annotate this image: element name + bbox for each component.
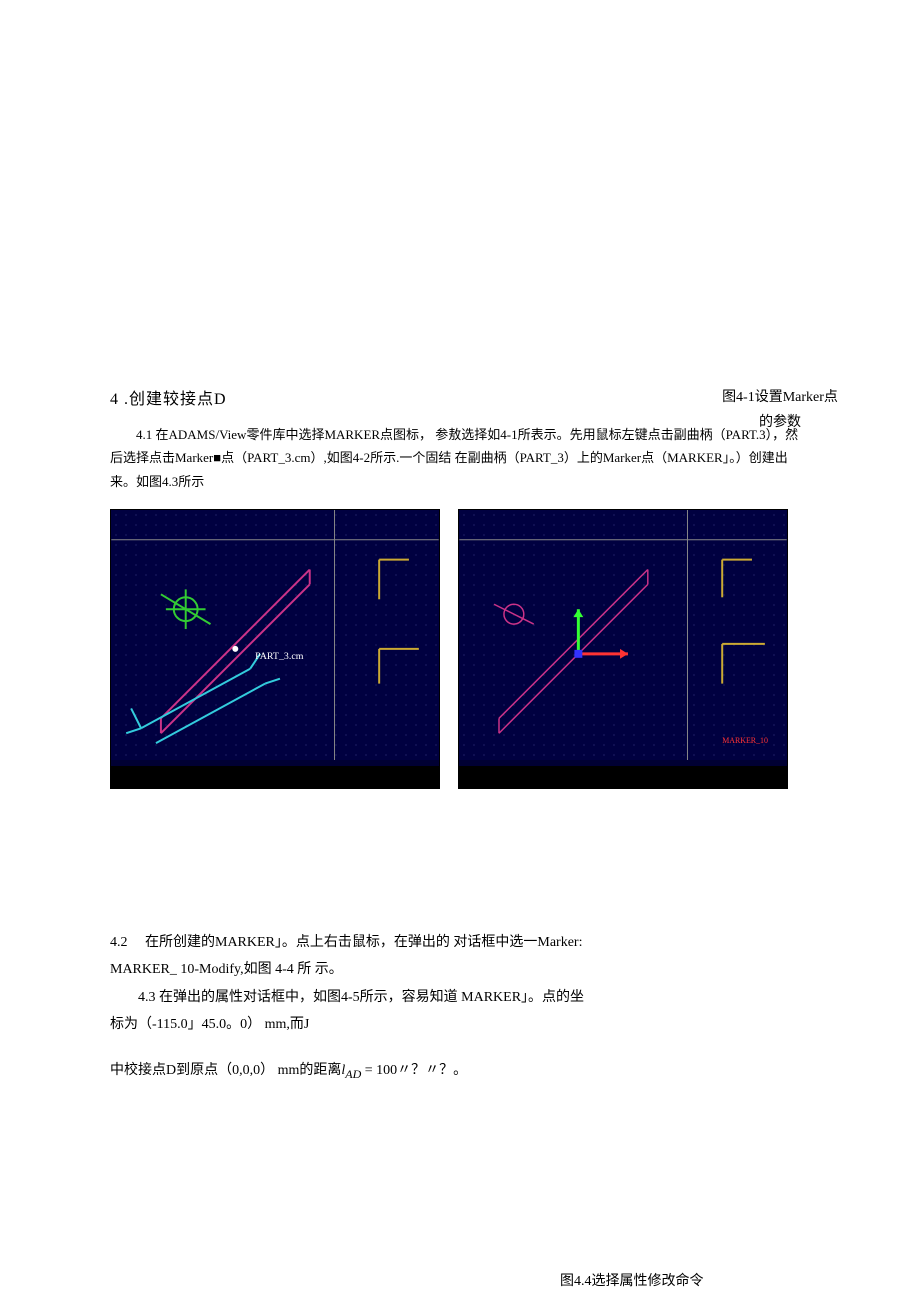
para-4-3: 4.3 在弹出的属性对话框中，如图4-5所示，容易知道 MARKER」。点的坐标… [110, 985, 590, 1038]
figure-4-2-svg: PART_3.cm [111, 510, 439, 760]
label-marker10: MARKER_10 [722, 736, 768, 745]
figure-4-1-caption: 图4-1设置Marker点 的参数 [680, 385, 880, 435]
para-4-3b-prefix: 中校接点D到原点（0,0,0） mm的距离 [110, 1063, 341, 1078]
para-4-3b-suffix: = 100〃？〃？。 [361, 1063, 467, 1078]
figure-4-3-canvas: MARKER_10 [459, 510, 787, 760]
fig41-caption-l1: 图4-1设置Marker点 [680, 385, 880, 410]
figure-4-3-bar [459, 766, 787, 788]
para-4-2: 4.2 在所创建的MARKER」。点上右击鼠标，在弹出的 对话框中选一Marke… [110, 930, 590, 983]
figures-row: PART_3.cm [110, 509, 810, 789]
section-4-block: 4 .创建较接点D 4.1 在ADAMS/View零件库中选择MARKER点图标… [110, 385, 810, 829]
figure-4-3: MARKER_10 [458, 509, 788, 789]
figure-4-2: PART_3.cm [110, 509, 440, 789]
section-4-2-block: 4.2 在所创建的MARKER」。点上右击鼠标，在弹出的 对话框中选一Marke… [110, 930, 590, 1088]
label-part3cm: PART_3.cm [255, 651, 304, 662]
para-4-3b: 中校接点D到原点（0,0,0） mm的距离lAD = 100〃？〃？。 [110, 1058, 590, 1086]
figure-4-2-canvas: PART_3.cm [111, 510, 439, 760]
fig41-caption-l2: 的参数 [680, 410, 880, 435]
figure-4-2-bar [111, 766, 439, 788]
figure-4-4-caption: 图4.4选择属性修改命令 [560, 1270, 704, 1290]
var-sub-ad: AD [345, 1067, 361, 1081]
figure-4-3-svg: MARKER_10 [459, 510, 787, 760]
